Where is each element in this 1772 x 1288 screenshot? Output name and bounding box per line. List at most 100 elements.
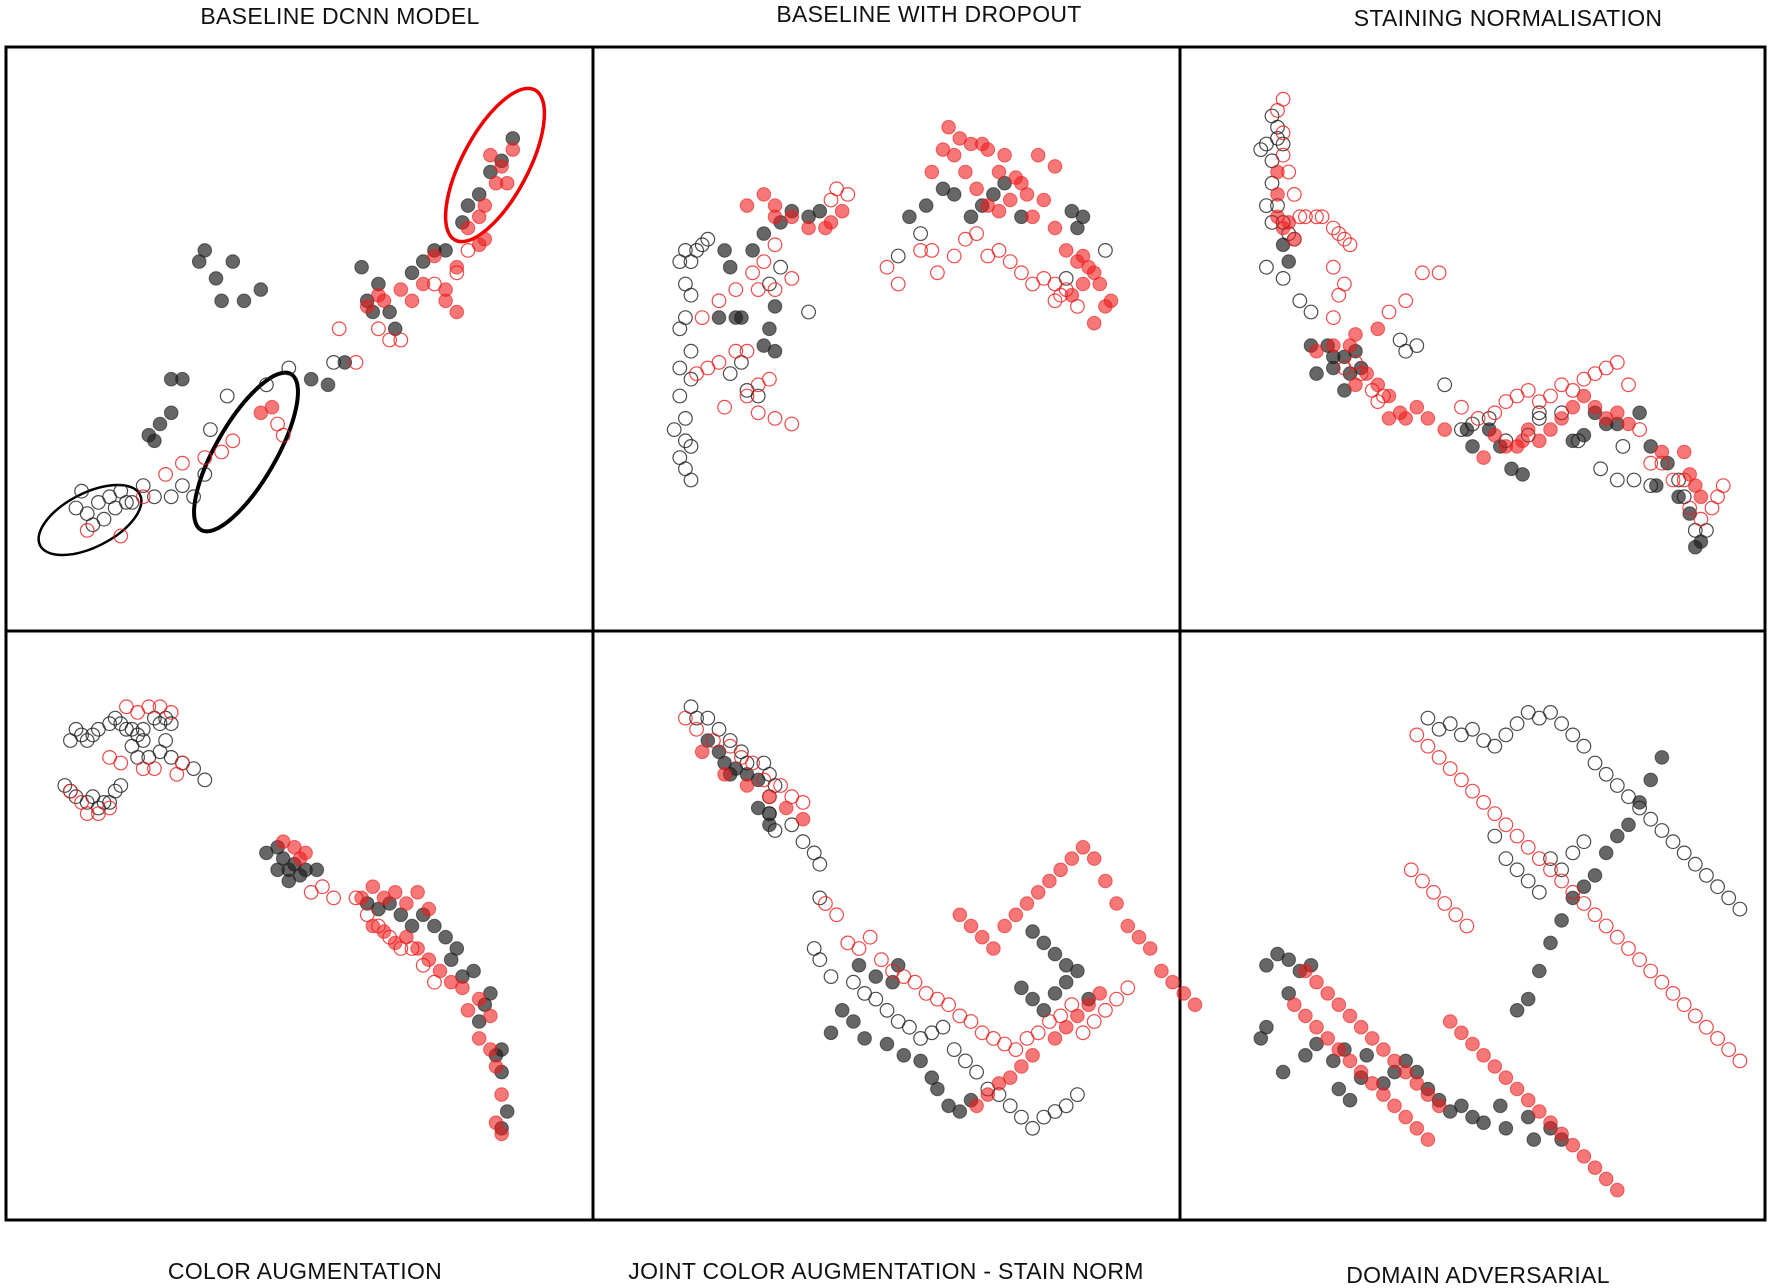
scatter-point (745, 755, 760, 771)
scatter-point (1710, 879, 1725, 895)
scatter-point (393, 941, 409, 956)
scatter-point (1476, 1115, 1491, 1130)
scatter-point (879, 1002, 895, 1018)
scatter-point (202, 422, 218, 438)
scatter-point (980, 142, 996, 157)
scatter-point (135, 721, 151, 737)
scatter-point (387, 885, 403, 900)
scatter-point (1598, 918, 1614, 934)
scatter-point (1454, 1098, 1469, 1114)
scatter-point (1576, 834, 1592, 850)
scatter-point (135, 489, 151, 505)
scatter-point (309, 862, 325, 878)
scatter-point (1047, 220, 1063, 236)
scatter-point (913, 1053, 928, 1069)
scatter-point (717, 243, 732, 258)
scatter-point (1531, 411, 1547, 426)
scatter-point (1002, 192, 1018, 208)
scatter-point (750, 405, 766, 421)
scatter-point (1019, 896, 1035, 911)
scatter-point (767, 411, 783, 426)
panel-frame-baseline-dcnn (4, 45, 595, 633)
scatter-point (1053, 1008, 1068, 1024)
scatter-point (767, 282, 783, 298)
scatter-point (862, 929, 878, 945)
scatter-point (745, 265, 760, 281)
scatter-point (1298, 1048, 1313, 1063)
scatter-point (1687, 856, 1703, 872)
scatter-point (74, 483, 89, 499)
scatter-point (1682, 500, 1698, 516)
scatter-point (879, 259, 895, 275)
scatter-point (907, 974, 923, 990)
scatter-point (477, 198, 493, 213)
scatter-point (1409, 727, 1425, 743)
scatter-point (812, 856, 828, 872)
scatter-point (734, 310, 749, 325)
scatter-point (499, 1104, 515, 1119)
scatter-point (197, 467, 213, 482)
scatter-point (348, 355, 364, 370)
scatter-point (1531, 405, 1547, 421)
scatter-point (767, 823, 783, 838)
scatter-point (1610, 405, 1625, 421)
scatter-point (1526, 1132, 1542, 1147)
scatter-point (1420, 738, 1436, 754)
scatter-point (1643, 455, 1659, 471)
scatter-panel-4 (678, 699, 1203, 1136)
scatter-point (1320, 986, 1335, 1001)
scatter-point (259, 377, 274, 393)
scatter-point (1025, 209, 1040, 225)
scatter-point (1070, 963, 1085, 979)
scatter-point (1047, 1031, 1063, 1046)
scatter-point (1621, 817, 1636, 833)
scatter-point (1287, 997, 1302, 1013)
scatter-point (1520, 991, 1536, 1007)
scatter-point (63, 783, 78, 799)
scatter-point (449, 265, 465, 281)
scatter-point (672, 254, 688, 270)
scatter-point (1331, 1042, 1347, 1057)
scatter-point (1565, 383, 1581, 398)
scatter-point (1258, 136, 1274, 152)
scatter-point (952, 1104, 968, 1119)
scatter-point (1609, 778, 1625, 793)
scatter-point (1643, 772, 1658, 788)
scatter-point (784, 209, 800, 225)
scatter-point (163, 705, 179, 720)
scatter-point (438, 293, 453, 309)
scatter-point (1070, 220, 1085, 236)
scatter-point (1309, 343, 1324, 359)
scatter-point (1002, 254, 1018, 270)
scatter-point (1409, 1121, 1425, 1136)
scatter-point (801, 220, 816, 236)
scatter-point (449, 259, 465, 275)
scatter-point (958, 1053, 973, 1069)
scatter-point (1687, 1008, 1703, 1024)
scatter-point (214, 444, 230, 460)
scatter-point (846, 1014, 861, 1029)
scatter-point (1698, 1019, 1714, 1035)
scatter-point (376, 924, 392, 939)
scatter-point (1030, 147, 1046, 163)
scatter-point (750, 388, 766, 404)
scatter-point (1069, 1087, 1085, 1102)
scatter-point (823, 215, 839, 230)
scatter-point (711, 293, 727, 309)
scatter-point (706, 733, 721, 748)
scatter-point (812, 203, 828, 219)
scatter-point (1554, 411, 1569, 426)
scatter-point (1120, 918, 1136, 934)
scatter-point (376, 293, 392, 309)
scatter-point (1165, 974, 1180, 990)
scatter-point (1676, 997, 1692, 1013)
scatter-point (1109, 896, 1124, 911)
scatter-point (1036, 192, 1052, 208)
scatter-point (683, 439, 699, 454)
scatter-point (1454, 1025, 1469, 1041)
title-baseline-dcnn: BASELINE DCNN MODEL (200, 3, 479, 29)
scatter-point (784, 271, 800, 286)
scatter-point (359, 299, 375, 314)
scatter-point (415, 957, 431, 973)
scatter-point (1342, 1092, 1358, 1108)
